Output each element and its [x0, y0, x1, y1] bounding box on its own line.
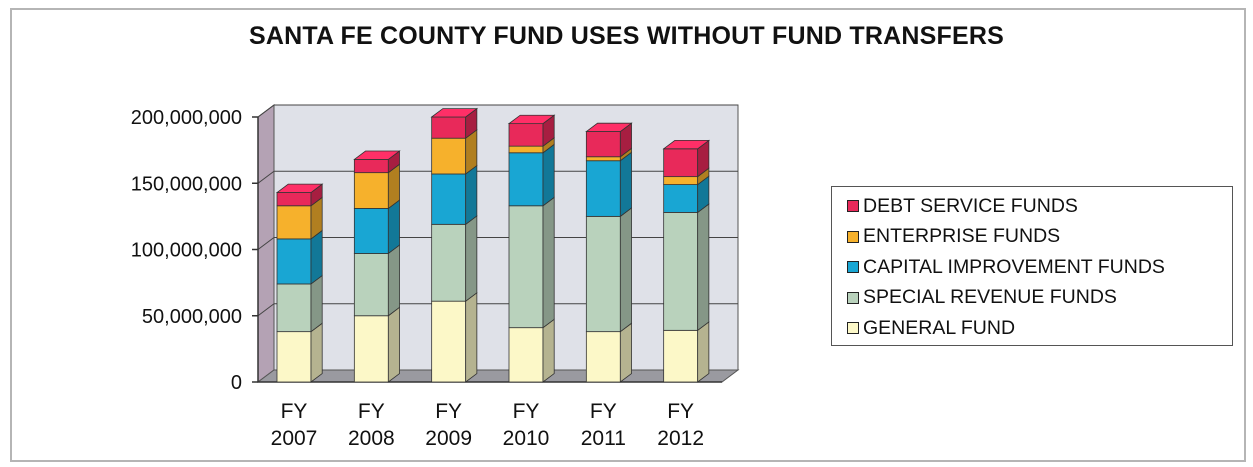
- legend-swatch: [847, 230, 859, 243]
- gridline-side: [257, 170, 275, 184]
- bar-debt-service-funds-0: [276, 192, 312, 207]
- legend-label: DEBT SERVICE FUNDS: [863, 194, 1078, 217]
- bar-special-revenue-funds-3: [508, 205, 544, 329]
- x-tick-label: FY: [667, 400, 694, 423]
- gridline-side: [257, 303, 275, 317]
- bar-debt-service-funds-2: [431, 116, 467, 139]
- bar-enterprise-funds-5: [663, 176, 699, 185]
- bar-debt-service-funds-1-top: [353, 150, 401, 160]
- bar-capital-improvement-funds-3: [508, 152, 544, 207]
- bar-special-revenue-funds-3-side: [542, 196, 555, 329]
- chart-title: SANTA FE COUNTY FUND USES WITHOUT FUND T…: [249, 22, 1004, 50]
- bar-general-fund-3-side: [542, 318, 555, 383]
- legend-swatch: [847, 200, 859, 213]
- bar-capital-improvement-funds-4: [585, 160, 621, 217]
- bar-capital-improvement-funds-1-side: [387, 199, 400, 255]
- y-tick-label: 150,000,000: [131, 173, 242, 195]
- bar-special-revenue-funds-0-side: [310, 274, 323, 333]
- y-tick-label: 50,000,000: [142, 306, 242, 328]
- bar-special-revenue-funds-4-side: [619, 207, 632, 333]
- x-tick-label: FY: [590, 400, 617, 423]
- legend-item: CAPITAL IMPROVEMENT FUNDS: [832, 252, 1232, 283]
- gridline-side: [257, 237, 275, 250]
- bar-enterprise-funds-2: [431, 137, 467, 175]
- x-tick-label: FY: [513, 400, 540, 423]
- bar-capital-improvement-funds-0: [276, 238, 312, 285]
- legend-item: DEBT SERVICE FUNDS: [832, 191, 1232, 222]
- legend-label: GENERAL FUND: [863, 316, 1016, 339]
- legend-swatch: [847, 261, 859, 274]
- bar-special-revenue-funds-1: [353, 253, 389, 317]
- legend-item: SPECIAL REVENUE FUNDS: [832, 283, 1232, 314]
- legend-item: ENTERPRISE FUNDS: [832, 222, 1232, 253]
- legend-label: CAPITAL IMPROVEMENT FUNDS: [863, 255, 1165, 278]
- bar-debt-service-funds-5: [663, 148, 699, 178]
- gridline-side: [257, 104, 275, 118]
- legend-swatch: [847, 291, 859, 304]
- bar-general-fund-2-side: [465, 291, 478, 383]
- bar-special-revenue-funds-2-side: [465, 215, 478, 302]
- bar-special-revenue-funds-4: [585, 215, 621, 333]
- bar-enterprise-funds-4: [585, 156, 621, 162]
- legend-label: SPECIAL REVENUE FUNDS: [863, 286, 1117, 309]
- bar-general-fund-0-side: [310, 322, 323, 383]
- bar-enterprise-funds-0: [276, 205, 312, 240]
- x-tick-label: 2010: [503, 427, 550, 450]
- bar-general-fund-4-side: [619, 322, 632, 383]
- bar-general-fund-1-side: [387, 306, 400, 383]
- bar-debt-service-funds-3-top: [507, 114, 556, 125]
- x-tick-label: FY: [358, 400, 385, 423]
- bar-special-revenue-funds-1-side: [387, 244, 400, 317]
- bar-capital-improvement-funds-4-side: [619, 151, 632, 218]
- bar-debt-service-funds-2-top: [430, 108, 479, 118]
- x-tick-label: 2011: [581, 427, 626, 450]
- legend-label: ENTERPRISE FUNDS: [863, 225, 1061, 248]
- bar-general-fund-5: [663, 329, 699, 383]
- x-tick-label: 2008: [348, 427, 395, 450]
- legend-swatch: [847, 322, 859, 335]
- bar-special-revenue-funds-5: [663, 211, 699, 331]
- bar-special-revenue-funds-0: [276, 283, 312, 333]
- x-tick-label: FY: [435, 400, 462, 423]
- bar-debt-service-funds-4-top: [585, 122, 633, 132]
- bar-special-revenue-funds-5-side: [697, 203, 710, 332]
- bar-enterprise-funds-1: [353, 172, 389, 209]
- bar-debt-service-funds-1: [353, 158, 389, 174]
- x-tick-label: FY: [281, 400, 308, 423]
- y-tick-label: 100,000,000: [131, 240, 242, 262]
- bar-debt-service-funds-5-top: [662, 139, 711, 150]
- bar-capital-improvement-funds-5: [663, 184, 699, 213]
- bar-general-fund-2: [431, 300, 467, 383]
- bar-capital-improvement-funds-2-side: [465, 164, 478, 226]
- bar-debt-service-funds-3: [508, 123, 544, 147]
- bar-capital-improvement-funds-1: [353, 208, 389, 254]
- y-tick-label: 0: [231, 372, 242, 394]
- bar-capital-improvement-funds-0-side: [310, 229, 323, 285]
- bar-general-fund-3: [508, 327, 544, 383]
- bar-enterprise-funds-3: [508, 145, 544, 154]
- legend: DEBT SERVICE FUNDS ENTERPRISE FUNDS CAPITA…: [831, 186, 1233, 346]
- bar-capital-improvement-funds-3-side: [542, 143, 555, 207]
- bar-debt-service-funds-0-top: [275, 183, 324, 193]
- bar-capital-improvement-funds-2: [431, 173, 467, 225]
- bar-debt-service-funds-4: [585, 131, 621, 158]
- x-tick-label: 2012: [657, 427, 704, 450]
- bar-general-fund-1: [353, 315, 389, 383]
- y-tick-label: 200,000,000: [131, 107, 242, 129]
- x-tick-label: 2007: [271, 427, 318, 450]
- bar-general-fund-5-side: [697, 321, 710, 383]
- bar-general-fund-0: [276, 331, 312, 383]
- bar-general-fund-4: [585, 331, 621, 383]
- legend-item: GENERAL FUND: [832, 313, 1232, 344]
- x-tick-label: 2009: [425, 427, 472, 450]
- bar-special-revenue-funds-2: [431, 223, 467, 302]
